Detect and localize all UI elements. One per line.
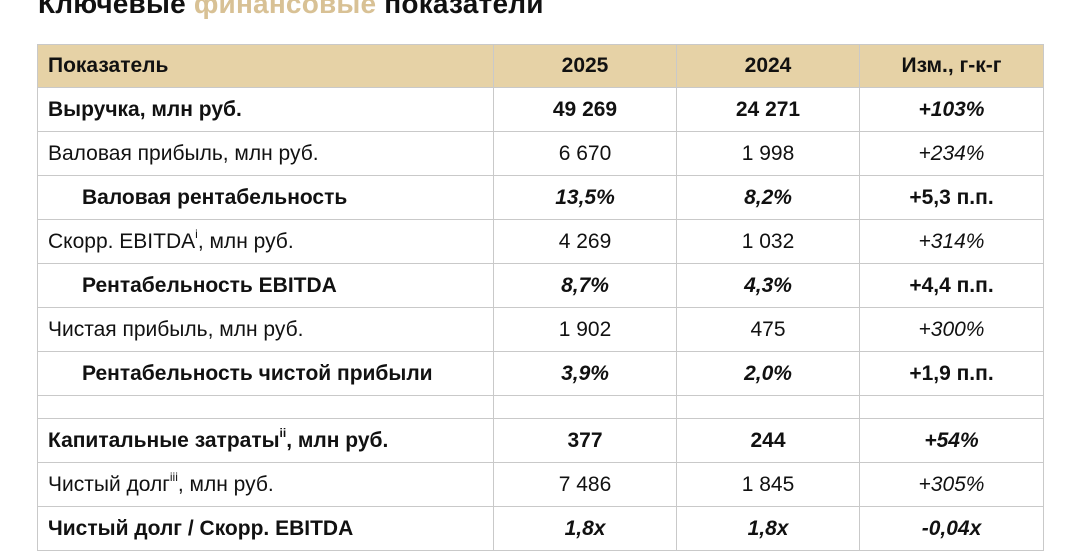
financial-indicators-table: Показатель 2025 2024 Изм., г-к-г Выручка… [37,44,1044,551]
row-label: Рентабельность чистой прибыли [37,351,494,396]
row-label: Чистая прибыль, млн руб. [37,307,494,352]
value-2025: 7 486 [493,462,677,507]
value-2024: 475 [676,307,860,352]
value-2025: 49 269 [493,87,677,132]
table-row: Скорр. EBITDAi, млн руб. 4 269 1 032 +31… [37,219,1044,264]
value-2025: 4 269 [493,219,677,264]
value-2025: 13,5% [493,175,677,220]
value-2024: 1 998 [676,131,860,176]
title-part2: показатели [376,0,544,19]
footnote-marker: ii [279,425,287,440]
spacer-cell [859,395,1044,419]
header-2025: 2025 [493,44,677,88]
header-change: Изм., г-к-г [859,44,1044,88]
table-row: Рентабельность EBITDA 8,7% 4,3% +4,4 п.п… [37,263,1044,308]
value-change: +54% [859,418,1044,463]
row-label: Скорр. EBITDAi, млн руб. [37,219,494,264]
value-2025: 6 670 [493,131,677,176]
row-label: Валовая рентабельность [37,175,494,220]
header-2024: 2024 [676,44,860,88]
row-label-suffix: , млн руб. [197,229,294,253]
value-change: +4,4 п.п. [859,263,1044,308]
value-2024: 1,8x [676,506,860,551]
value-2024: 4,3% [676,263,860,308]
row-label-main: Капитальные затраты [48,428,280,452]
value-2025: 1,8x [493,506,677,551]
row-label-main: Чистый долг [48,472,170,496]
spacer-cell [676,395,860,419]
value-change: -0,04x [859,506,1044,551]
value-change: +314% [859,219,1044,264]
value-2024: 8,2% [676,175,860,220]
value-2024: 24 271 [676,87,860,132]
value-2024: 2,0% [676,351,860,396]
title-part1: Ключевые [38,0,194,19]
page-title: Ключевые финансовые показатели [38,0,544,20]
spacer-cell [493,395,677,419]
table-row: Чистый долг / Скорр. EBITDA 1,8x 1,8x -0… [37,506,1044,551]
row-label: Выручка, млн руб. [37,87,494,132]
row-label: Чистый долгiii, млн руб. [37,462,494,507]
row-label-main: Скорр. EBITDA [48,229,196,253]
header-indicator: Показатель [37,44,494,88]
value-2025: 1 902 [493,307,677,352]
value-change: +103% [859,87,1044,132]
table-header-row: Показатель 2025 2024 Изм., г-к-г [37,44,1044,88]
row-label: Валовая прибыль, млн руб. [37,131,494,176]
table-row: Чистый долгiii, млн руб. 7 486 1 845 +30… [37,462,1044,507]
value-change: +5,3 п.п. [859,175,1044,220]
value-2025: 377 [493,418,677,463]
row-label: Чистый долг / Скорр. EBITDA [37,506,494,551]
value-change: +300% [859,307,1044,352]
footnote-marker: iii [169,469,178,484]
row-label: Рентабельность EBITDA [37,263,494,308]
table-row: Выручка, млн руб. 49 269 24 271 +103% [37,87,1044,132]
value-change: +1,9 п.п. [859,351,1044,396]
table-row: Рентабельность чистой прибыли 3,9% 2,0% … [37,351,1044,396]
spacer-row [37,395,1044,419]
table-row: Валовая рентабельность 13,5% 8,2% +5,3 п… [37,175,1044,220]
value-2024: 1 032 [676,219,860,264]
row-label-suffix: , млн руб. [286,428,389,452]
row-label: Капитальные затратыii, млн руб. [37,418,494,463]
spacer-cell [37,395,494,419]
value-change: +305% [859,462,1044,507]
title-accent: финансовые [193,0,377,19]
value-2025: 8,7% [493,263,677,308]
row-label-suffix: , млн руб. [177,472,274,496]
value-2025: 3,9% [493,351,677,396]
table-row: Валовая прибыль, млн руб. 6 670 1 998 +2… [37,131,1044,176]
footnote-marker: i [195,226,198,241]
table-row: Капитальные затратыii, млн руб. 377 244 … [37,418,1044,463]
table-row: Чистая прибыль, млн руб. 1 902 475 +300% [37,307,1044,352]
value-2024: 1 845 [676,462,860,507]
value-change: +234% [859,131,1044,176]
value-2024: 244 [676,418,860,463]
